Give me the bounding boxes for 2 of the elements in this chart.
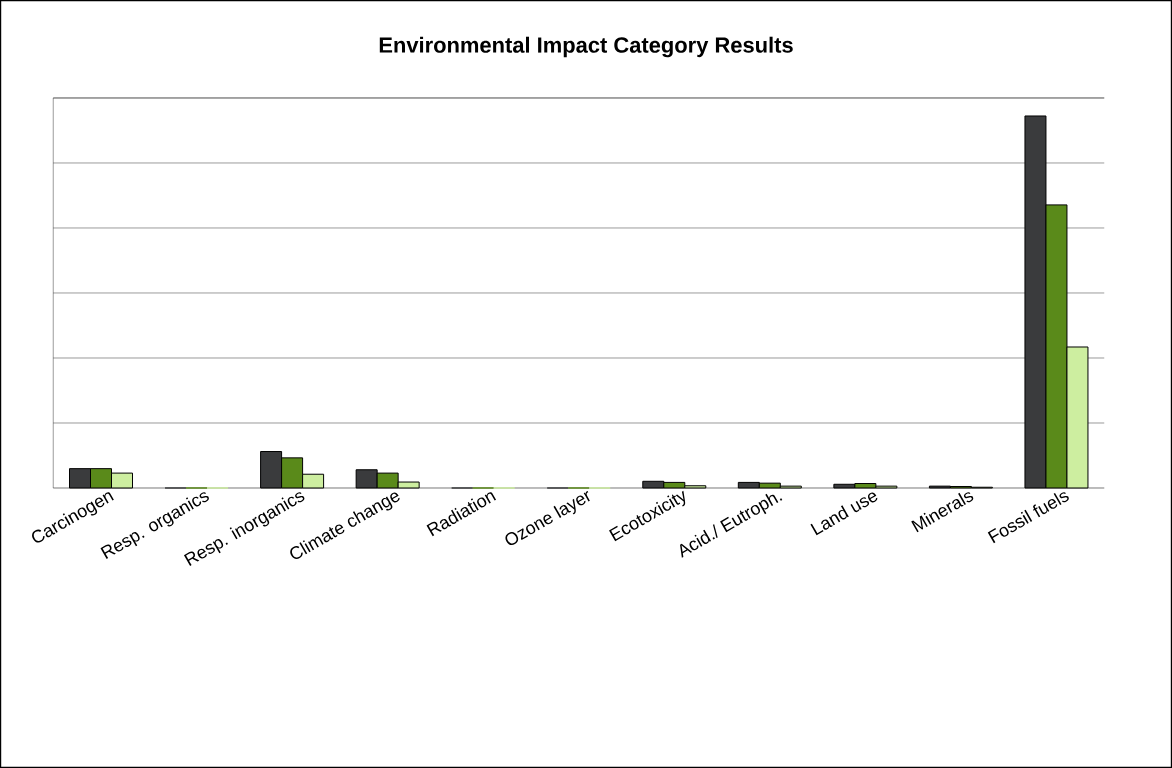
chart-title: Environmental Impact Category Results bbox=[379, 36, 793, 58]
x-tick-label: Land use bbox=[810, 492, 878, 536]
